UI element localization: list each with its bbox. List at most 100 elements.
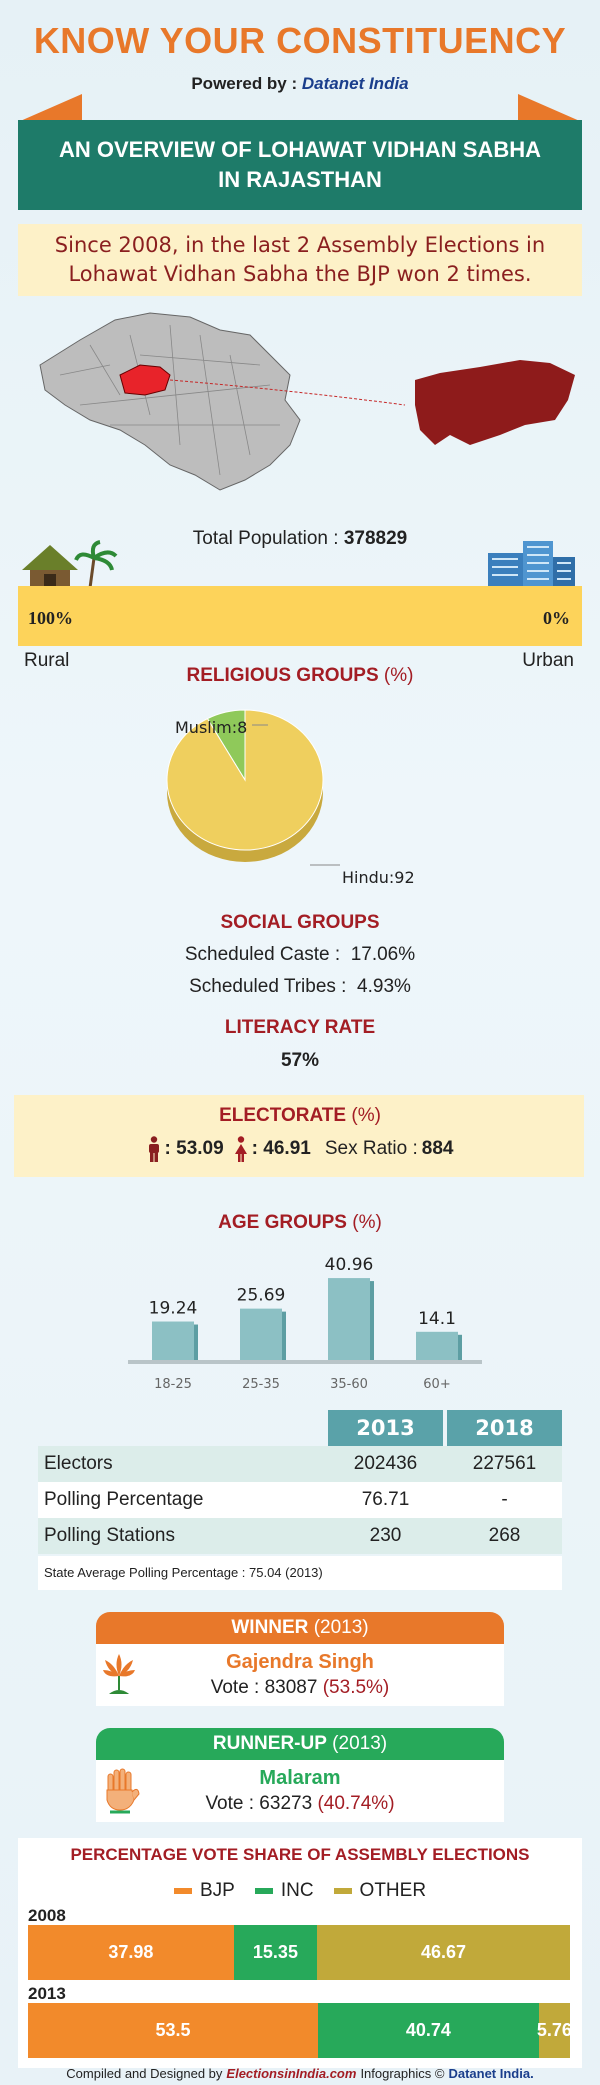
age-bar-35-60 <box>328 1278 370 1360</box>
legend-swatch-bjp <box>173 1888 192 1894</box>
overview-banner: AN OVERVIEW OF LOHAWAT VIDHAN SABHA IN R… <box>18 120 582 210</box>
female-percent: : 46.91 <box>251 1138 311 1159</box>
pie-label-muslim: Muslim:8 <box>175 718 248 737</box>
rural-urban-bar <box>18 586 582 646</box>
vote-segment-other-2008: 46.67 <box>317 1925 570 1980</box>
sc-value: 17.06% <box>350 944 416 965</box>
table-row: Polling Percentage 76.71 - <box>38 1482 562 1518</box>
electorate-panel <box>14 1095 584 1177</box>
rural-hut-icon <box>22 540 118 589</box>
age-title-text: AGE GROUPS <box>218 1212 347 1233</box>
electorate-title-text: ELECTORATE <box>219 1105 347 1126</box>
age-category-label: 60+ <box>423 1377 450 1392</box>
legend-label-bjp: BJP <box>199 1880 235 1901</box>
row-label: Polling Percentage <box>38 1482 328 1518</box>
table-corner <box>38 1410 328 1446</box>
sex-ratio-value: 884 <box>421 1138 454 1159</box>
powered-prefix: Powered by : <box>191 74 298 93</box>
table-row: Polling Stations 230 268 <box>38 1518 562 1554</box>
winner-name: Gajendra Singh <box>226 1651 374 1673</box>
runner-year: (2013) <box>332 1733 388 1754</box>
age-bar-shadow <box>282 1311 286 1360</box>
cell-2018: 268 <box>447 1518 562 1554</box>
age-category-label: 25-35 <box>242 1377 280 1392</box>
scheduled-caste-row: Scheduled Caste : 17.06% <box>0 944 600 966</box>
pie-label-hindu: Hindu:92 <box>342 868 415 887</box>
age-bar-chart: 19.24 18-25 25.69 25-35 40.96 35-60 14.1 60+ <box>128 1255 482 1392</box>
row-label: Polling Stations <box>38 1518 328 1554</box>
electorate-row: : 53.09 : 46.91 Sex Ratio : 884 <box>0 1136 600 1162</box>
legend-item-inc: INC <box>254 1880 314 1902</box>
age-bar-shadow <box>370 1281 374 1360</box>
st-value: 4.93% <box>357 976 411 997</box>
age-bar-60+ <box>416 1331 458 1360</box>
vote-segment-other-2013: 5.76 <box>537 2003 572 2058</box>
winner-vote-percent: (53.5%) <box>322 1677 390 1698</box>
runner-up-header: RUNNER-UP (2013) <box>96 1728 504 1760</box>
electorate-title-unit: (%) <box>351 1105 381 1126</box>
urban-percent: 0% <box>543 608 570 628</box>
legend-item-other: OTHER <box>333 1880 427 1902</box>
age-category-label: 18-25 <box>154 1377 192 1392</box>
year-label-2008: 2008 <box>28 1906 66 1925</box>
year-label-2013: 2013 <box>28 1984 66 2003</box>
age-groups-title: AGE GROUPS (%) <box>0 1212 600 1234</box>
runner-up-vote: Vote : 63273 (40.74%) <box>96 1793 504 1815</box>
cell-2018: - <box>447 1482 562 1518</box>
male-icon <box>148 1136 159 1162</box>
total-population-value: 378829 <box>343 528 408 549</box>
column-header-2013: 2013 <box>328 1410 443 1446</box>
urban-label: Urban <box>522 650 574 671</box>
runner-vote-count: Vote : 63273 <box>205 1793 313 1814</box>
vote-segment-inc-2013: 40.74 <box>317 2003 539 2058</box>
total-population-label: Total Population : <box>192 528 339 549</box>
age-value-label: 25.69 <box>237 1286 286 1306</box>
intro-text: Since 2008, in the last 2 Assembly Elect… <box>18 224 582 296</box>
vote-share-bar-2013: 53.5 40.74 5.76 <box>28 2003 572 2058</box>
legend-swatch-other <box>333 1888 352 1894</box>
literacy-value: 57% <box>280 1050 320 1071</box>
runner-up-panel <box>96 1760 504 1822</box>
chart-baseline <box>128 1360 482 1364</box>
footer-prefix: Compiled and Designed by <box>66 2066 223 2081</box>
religious-title-text: RELIGIOUS GROUPS <box>186 665 379 686</box>
cell-2018: 227561 <box>447 1446 562 1482</box>
scheduled-tribes-row: Scheduled Tribes : 4.93% <box>0 976 600 998</box>
state-average-note: State Average Polling Percentage : 75.04… <box>38 1556 562 1590</box>
legend-label-inc: INC <box>280 1880 314 1901</box>
vote-share-legend: BJP INC OTHER <box>0 1880 600 1902</box>
rajasthan-map-icon <box>39 312 575 491</box>
literacy-title: LITERACY RATE <box>224 1017 376 1038</box>
banner-fold-right <box>518 94 582 122</box>
winner-panel <box>96 1644 504 1706</box>
vote-share-bar-2008: 37.98 15.35 46.67 <box>28 1925 570 1980</box>
legend-label-other: OTHER <box>359 1880 427 1901</box>
age-bar-25-35 <box>240 1308 282 1360</box>
st-label: Scheduled Tribes : <box>189 976 347 997</box>
age-value-label: 40.96 <box>325 1255 374 1275</box>
winner-header: WINNER (2013) <box>96 1612 504 1644</box>
religious-groups-title: RELIGIOUS GROUPS (%) <box>0 665 600 687</box>
religion-pie-chart <box>166 709 340 866</box>
rural-label: Rural <box>24 650 70 671</box>
runner-up-name: Malaram <box>259 1767 341 1789</box>
vote-segment-bjp-2008: 37.98 <box>28 1925 234 1980</box>
runner-vote-percent: (40.74%) <box>317 1793 395 1814</box>
table-row: Electors 202436 227561 <box>38 1446 562 1482</box>
hand-icon <box>106 1768 140 1814</box>
male-percent: : 53.09 <box>164 1138 224 1159</box>
winner-year: (2013) <box>313 1617 369 1638</box>
female-icon <box>234 1136 247 1162</box>
main-title: KNOW YOUR CONSTITUENCY <box>33 20 567 61</box>
runner-head-text: RUNNER-UP <box>212 1733 327 1754</box>
sc-label: Scheduled Caste : <box>184 944 341 965</box>
pie-slice-hindu <box>166 709 324 851</box>
footer-datanet-india: Datanet India. <box>448 2066 534 2081</box>
cell-2013: 202436 <box>328 1446 443 1482</box>
age-bar-shadow <box>194 1324 198 1360</box>
footer-mid: Infographics © <box>360 2066 445 2081</box>
cell-2013: 76.71 <box>328 1482 443 1518</box>
footer-elections-in-india: ElectionsinIndia.com <box>226 2066 357 2081</box>
banner-fold-left <box>18 94 82 122</box>
legend-swatch-inc <box>254 1888 273 1894</box>
